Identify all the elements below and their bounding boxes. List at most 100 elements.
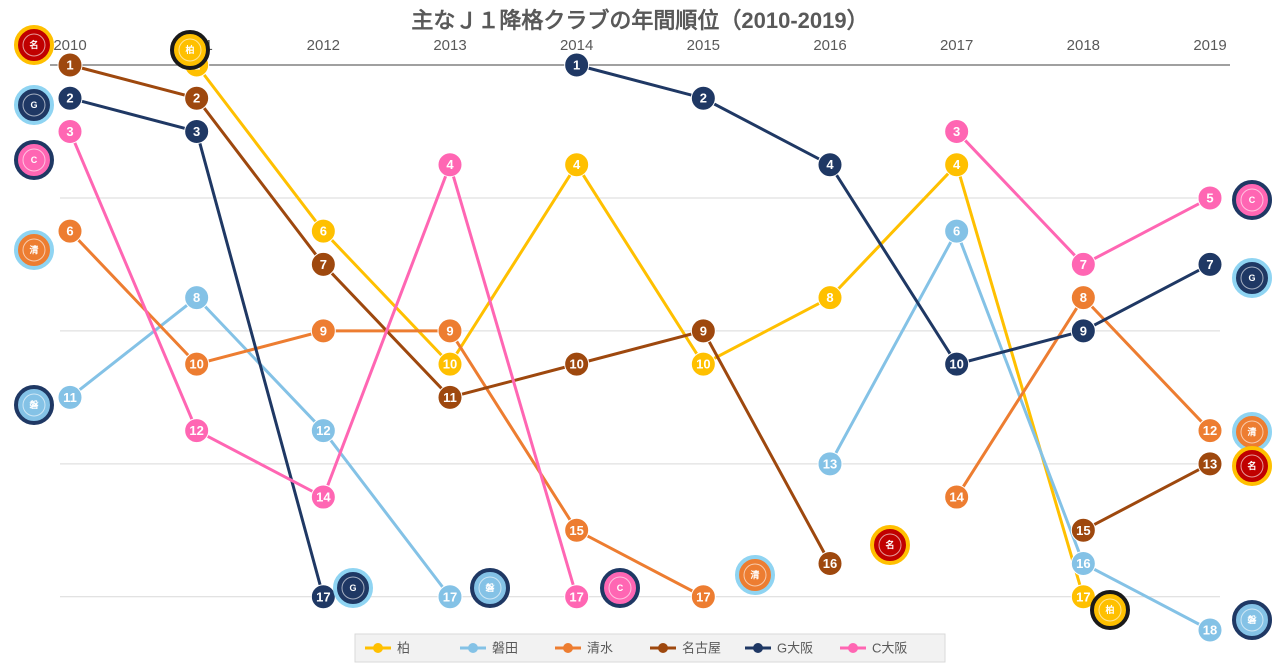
point-label: 5 (1206, 190, 1213, 205)
point-label: 12 (189, 423, 203, 438)
point-label: 17 (569, 589, 583, 604)
point-label: 11 (63, 390, 77, 405)
club-badge-shimizu: 清 (16, 232, 52, 268)
point-label: 7 (320, 257, 327, 272)
point-label: 15 (569, 523, 583, 538)
point-label: 10 (696, 357, 710, 372)
svg-text:C: C (31, 155, 38, 165)
legend-marker (563, 643, 573, 653)
point-label: 2 (66, 91, 73, 106)
point-label: 7 (1080, 257, 1087, 272)
svg-text:磐: 磐 (28, 399, 39, 410)
point-label: 8 (193, 290, 200, 305)
svg-text:柏: 柏 (185, 44, 194, 55)
point-label: 9 (700, 323, 707, 338)
point-label: 1 (573, 58, 580, 73)
point-label: 8 (1080, 290, 1087, 305)
legend-marker (658, 643, 668, 653)
legend-label: 柏 (397, 641, 410, 656)
point-label: 9 (446, 323, 453, 338)
year-label: 2014 (560, 37, 593, 54)
point-label: 17 (316, 589, 330, 604)
club-badge-iwata: 磐 (472, 570, 508, 606)
point-label: 10 (949, 357, 963, 372)
club-badge-g_osaka: G (16, 87, 52, 123)
svg-text:柏: 柏 (1105, 604, 1114, 615)
legend-label: 名古屋 (682, 641, 721, 656)
point-label: 13 (823, 456, 837, 471)
point-label: 17 (1076, 589, 1090, 604)
point-label: 3 (66, 124, 73, 139)
legend-label: G大阪 (777, 641, 813, 656)
point-label: 6 (953, 224, 960, 239)
point-label: 9 (1080, 323, 1087, 338)
club-badge-g_osaka: G (335, 570, 371, 606)
svg-text:G: G (30, 100, 37, 110)
club-badge-c_osaka: C (16, 142, 52, 178)
club-badge-nagoya: 名 (16, 27, 52, 63)
svg-text:C: C (617, 583, 624, 593)
year-label: 2010 (53, 37, 86, 54)
point-label: 6 (66, 224, 73, 239)
club-badge-iwata: 磐 (1234, 602, 1270, 638)
svg-text:C: C (1249, 195, 1256, 205)
svg-text:名: 名 (1247, 460, 1256, 471)
chart-title: 主なＪ１降格クラブの年間順位（2010-2019） (411, 8, 868, 33)
point-label: 17 (696, 589, 710, 604)
point-label: 14 (949, 490, 964, 505)
svg-text:清: 清 (750, 569, 759, 580)
svg-text:磐: 磐 (484, 582, 495, 593)
club-badge-kashiwa: 柏 (172, 32, 208, 68)
svg-text:磐: 磐 (1246, 614, 1257, 625)
point-label: 16 (823, 556, 837, 571)
legend-label: 清水 (587, 641, 613, 656)
point-label: 18 (1203, 623, 1217, 638)
svg-text:G: G (1248, 273, 1255, 283)
year-label: 2018 (1067, 37, 1100, 54)
year-label: 2015 (687, 37, 720, 54)
point-label: 2 (700, 91, 707, 106)
svg-text:清: 清 (29, 244, 38, 255)
point-label: 17 (443, 589, 457, 604)
year-label: 2016 (813, 37, 846, 54)
year-label: 2012 (307, 37, 340, 54)
point-label: 7 (1206, 257, 1213, 272)
point-label: 4 (953, 157, 961, 172)
point-label: 14 (316, 490, 331, 505)
year-label: 2017 (940, 37, 973, 54)
point-label: 12 (316, 423, 330, 438)
point-label: 2 (193, 91, 200, 106)
point-label: 1 (66, 58, 73, 73)
point-label: 10 (443, 357, 457, 372)
svg-text:清: 清 (1247, 426, 1256, 437)
legend-label: C大阪 (872, 641, 907, 656)
point-label: 3 (953, 124, 960, 139)
point-label: 12 (1203, 423, 1217, 438)
svg-text:名: 名 (885, 539, 894, 550)
point-label: 4 (826, 157, 834, 172)
legend-marker (468, 643, 478, 653)
ranking-chart: 主なＪ１降格クラブの年間順位（2010-2019）201020112012201… (0, 0, 1280, 670)
point-label: 11 (443, 390, 457, 405)
club-badge-iwata: 磐 (16, 387, 52, 423)
point-label: 15 (1076, 523, 1090, 538)
point-label: 13 (1203, 456, 1217, 471)
point-label: 9 (320, 323, 327, 338)
club-badge-shimizu: 清 (1234, 414, 1270, 450)
legend-label: 磐田 (492, 641, 518, 656)
svg-text:G: G (349, 583, 356, 593)
legend-marker (753, 643, 763, 653)
point-label: 4 (573, 157, 581, 172)
club-badge-nagoya: 名 (872, 527, 908, 563)
legend-marker (373, 643, 383, 653)
club-badge-c_osaka: C (602, 570, 638, 606)
point-label: 3 (193, 124, 200, 139)
point-label: 16 (1076, 556, 1090, 571)
point-label: 10 (189, 357, 203, 372)
legend-marker (848, 643, 858, 653)
point-label: 8 (826, 290, 833, 305)
point-label: 4 (446, 157, 454, 172)
year-label: 2019 (1193, 37, 1226, 54)
svg-text:名: 名 (29, 39, 38, 50)
club-badge-c_osaka: C (1234, 182, 1270, 218)
